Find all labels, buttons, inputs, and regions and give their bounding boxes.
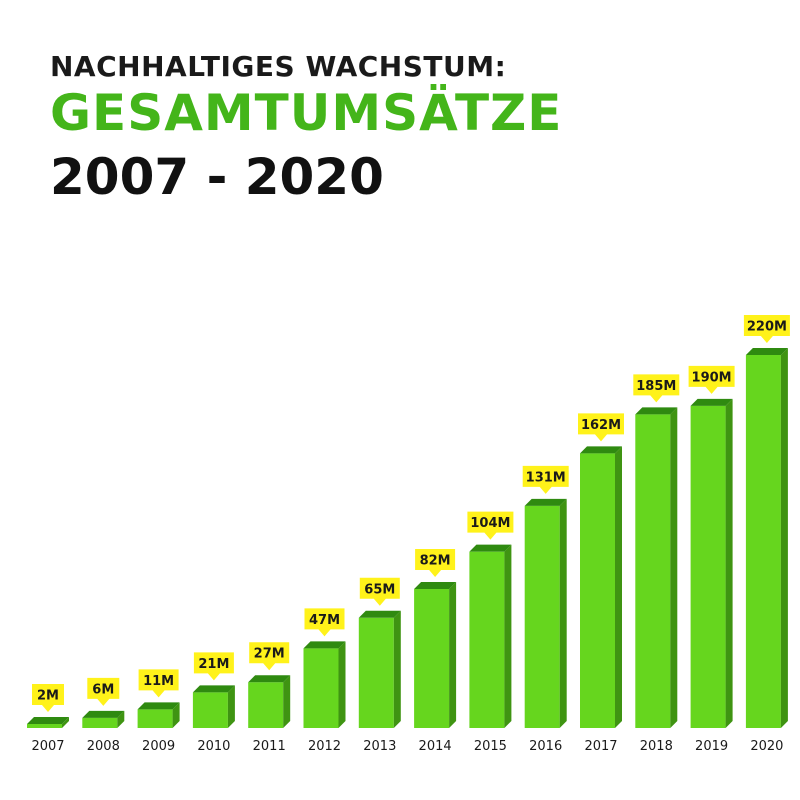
bar-2014	[414, 588, 450, 728]
bar-side-2007	[62, 717, 69, 728]
bar-2009	[137, 709, 173, 728]
chart-title-line1: NACHHALTIGES WACHSTUM:	[50, 50, 507, 83]
tick-label-2018: 2018	[640, 739, 673, 754]
data-label-2012: 47M	[309, 613, 340, 628]
bar-top-2015	[469, 544, 512, 552]
tick-label-2012: 2012	[308, 739, 341, 754]
data-label-box-2020	[743, 315, 790, 343]
tick-label-2020: 2020	[750, 739, 783, 754]
chart-title-line2: GESAMTUMSÄTZE	[50, 84, 563, 142]
bar-top-2019	[690, 398, 733, 406]
chart-title-line3: 2007 - 2020	[50, 148, 384, 206]
data-label-2018: 185M	[636, 379, 676, 394]
data-label-box-2009	[138, 669, 179, 698]
bar-top-2014	[414, 581, 457, 589]
bar-top-2009	[137, 702, 180, 710]
data-label-box-2017	[578, 413, 624, 442]
bar-side-2018	[670, 407, 678, 728]
bar-top-2010	[192, 685, 235, 693]
bar-2012	[303, 648, 339, 728]
data-label-box-2010	[193, 652, 234, 681]
bar-side-2020	[780, 348, 788, 728]
data-label-box-2008	[87, 677, 120, 706]
bar-top-2013	[358, 610, 401, 618]
tick-label-2009: 2009	[142, 739, 175, 754]
bar-top-2018	[635, 407, 678, 415]
data-label-box-2019	[688, 365, 735, 394]
bar-top-2017	[580, 446, 622, 454]
bar-2018	[635, 414, 671, 728]
bar-side-2014	[449, 581, 457, 728]
bar-2007	[27, 724, 62, 728]
bar-top-2008	[82, 710, 125, 718]
data-label-2019: 190M	[692, 370, 732, 385]
bar-top-2020	[745, 348, 788, 355]
data-label-box-2011	[249, 642, 290, 671]
data-label-box-2018	[633, 374, 680, 403]
tick-label-2015: 2015	[474, 739, 507, 754]
data-label-2010: 21M	[198, 657, 229, 672]
bar-side-2009	[172, 702, 180, 728]
bar-side-2019	[725, 398, 733, 728]
bar-2017	[580, 453, 615, 728]
bar-top-2012	[303, 641, 346, 649]
data-label-2016: 131M	[526, 470, 566, 485]
bar-top-2016	[524, 498, 567, 506]
bar-2015	[469, 551, 505, 728]
bar-2010	[192, 692, 228, 728]
bar-side-2008	[117, 710, 125, 728]
tick-label-2007: 2007	[31, 739, 64, 754]
data-label-2015: 104M	[470, 516, 510, 531]
bar-side-2011	[283, 675, 291, 728]
data-label-2007: 2M	[37, 689, 59, 704]
data-label-2017: 162M	[581, 418, 621, 433]
bar-top-2011	[248, 675, 291, 683]
data-label-2014: 82M	[420, 553, 451, 568]
data-label-2020: 220M	[747, 320, 787, 335]
tick-label-2017: 2017	[584, 739, 617, 754]
bar-side-2013	[393, 610, 401, 728]
data-label-box-2014	[415, 548, 456, 577]
bar-2019	[690, 405, 726, 728]
data-label-2013: 65M	[364, 582, 395, 597]
bar-2020	[745, 355, 781, 728]
bar-side-2017	[615, 446, 622, 728]
tick-label-2008: 2008	[87, 739, 120, 754]
bar-side-2015	[504, 544, 512, 728]
bar-2013	[358, 617, 394, 728]
tick-label-2011: 2011	[253, 739, 286, 754]
data-label-box-2015	[467, 511, 514, 540]
bar-2011	[248, 682, 284, 728]
data-label-box-2013	[359, 577, 400, 606]
data-label-2009: 11M	[143, 674, 174, 689]
bar-side-2016	[559, 498, 567, 728]
tick-label-2014: 2014	[419, 739, 452, 754]
tick-label-2016: 2016	[529, 739, 562, 754]
data-label-box-2016	[522, 465, 569, 494]
tick-label-2010: 2010	[197, 739, 230, 754]
data-label-box-2007	[32, 684, 64, 712]
bar-2016	[524, 505, 560, 728]
bar-side-2012	[338, 641, 346, 728]
data-label-box-2012	[304, 608, 345, 637]
tick-label-2013: 2013	[363, 739, 396, 754]
tick-label-2019: 2019	[695, 739, 728, 754]
bar-top-2007	[27, 717, 69, 724]
bar-side-2010	[227, 685, 235, 728]
bar-2008	[82, 717, 118, 728]
data-label-2011: 27M	[254, 647, 285, 662]
data-label-2008: 6M	[92, 682, 114, 697]
